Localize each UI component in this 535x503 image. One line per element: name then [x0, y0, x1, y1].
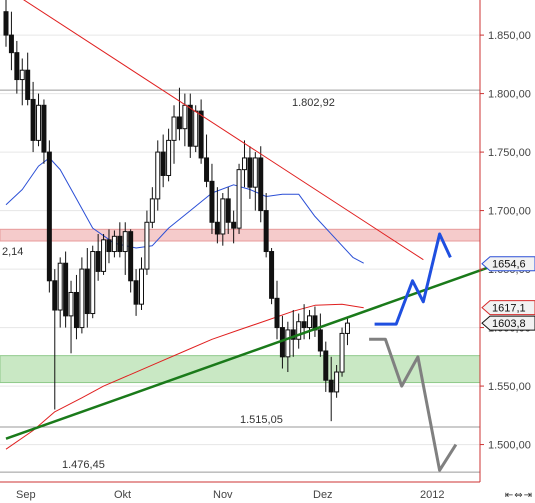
- candle-body: [106, 239, 112, 253]
- y-tick-label: 1.700,00: [488, 206, 531, 218]
- y-tick-label: 1.750,00: [488, 147, 531, 159]
- price-tag-box: [481, 315, 535, 331]
- candle-body: [25, 69, 31, 100]
- candle-body: [269, 251, 275, 299]
- candle-body: [187, 104, 193, 147]
- candle-body: [73, 291, 79, 329]
- resistance-zone: [0, 228, 481, 242]
- candle-body: [193, 110, 199, 147]
- candle-body: [252, 157, 258, 188]
- candle-body: [236, 169, 242, 229]
- support-zone: [0, 355, 481, 384]
- candle-body: [339, 332, 345, 373]
- level-label-bottom: 1.476,45: [62, 459, 105, 471]
- moving-average-red: [5, 303, 364, 450]
- price-tag-box: [481, 300, 535, 316]
- x-tick-label: 2012: [420, 489, 444, 501]
- candle-body: [220, 198, 226, 235]
- price-tag-label: 1603,8: [492, 318, 526, 330]
- candle-body: [63, 262, 69, 317]
- candle-body: [166, 139, 172, 176]
- candle-body: [144, 221, 150, 270]
- candle-body: [133, 280, 139, 305]
- candle-body: [111, 235, 117, 253]
- level-label-top: 1.802,92: [292, 97, 335, 109]
- y-tick-label: 1.850,00: [488, 30, 531, 42]
- scenario-bearish: [369, 337, 458, 472]
- candle-body: [307, 315, 313, 329]
- candle-body: [46, 151, 52, 282]
- candle-body: [285, 329, 291, 358]
- candle-body: [3, 11, 9, 36]
- candle-body: [214, 221, 220, 235]
- scenario-bullish: [374, 232, 452, 326]
- y-tick-label: 1.500,00: [488, 440, 531, 452]
- candle-body: [68, 291, 74, 317]
- candles-group: [3, 0, 350, 422]
- candle-body: [41, 104, 47, 153]
- candle-body: [84, 268, 90, 315]
- candle-body: [171, 116, 177, 141]
- candle-body: [19, 69, 25, 81]
- candle-body: [8, 34, 14, 54]
- trendline-downtrend: [23, 0, 424, 261]
- y-tick-label: 1.800,00: [488, 89, 531, 101]
- level-label-mid: 1.515,05: [240, 414, 283, 426]
- resistance-zone-label: 2,14: [2, 246, 23, 258]
- candle-body: [263, 210, 269, 253]
- candle-body: [14, 52, 20, 81]
- x-tick-label: Dez: [313, 489, 333, 501]
- candle-body: [209, 180, 215, 223]
- candle-body: [301, 321, 307, 329]
- candle-body: [90, 251, 96, 315]
- x-tick-label: Nov: [213, 489, 233, 501]
- candle-body: [101, 239, 107, 272]
- candle-body: [95, 251, 101, 272]
- candle-body: [155, 151, 161, 200]
- candle-body: [36, 104, 42, 141]
- candle-body: [296, 321, 302, 340]
- candle-body: [52, 280, 58, 311]
- x-tick-label: Okt: [114, 489, 131, 501]
- candle-body: [198, 110, 204, 159]
- candle-body: [290, 329, 296, 340]
- candle-body: [30, 98, 36, 141]
- candle-body: [344, 322, 350, 334]
- candle-body: [176, 116, 182, 130]
- candle-body: [225, 198, 231, 223]
- candle-body: [258, 157, 264, 212]
- price-tag-label: 1617,1: [492, 303, 526, 315]
- x-tick-label: Sep: [16, 489, 36, 501]
- candle-body: [79, 268, 85, 329]
- candle-body: [160, 151, 166, 176]
- price-tag-box: [481, 256, 535, 272]
- candle-body: [204, 157, 210, 182]
- candle-body: [231, 221, 237, 229]
- candle-body: [328, 379, 334, 393]
- candle-body: [149, 198, 155, 223]
- candle-body: [122, 231, 128, 253]
- candle-body: [57, 262, 63, 311]
- candle-body: [139, 268, 144, 305]
- candle-body: [334, 371, 340, 393]
- candle-body: [241, 157, 247, 171]
- candle-body: [323, 350, 329, 381]
- candle-body: [182, 104, 188, 130]
- candle-body: [317, 329, 323, 352]
- candle-body: [117, 235, 123, 253]
- price-tag: 1654,6: [481, 256, 535, 272]
- scroll-controls[interactable]: ⇤⇔⇥: [504, 490, 533, 501]
- price-tag: 1603,8: [481, 315, 535, 331]
- candle-body: [128, 231, 134, 282]
- moving-average-blue: [5, 157, 364, 264]
- candle-body: [247, 157, 253, 188]
- y-tick-label: 1.550,00: [488, 381, 531, 393]
- price-tag: 1617,1: [481, 300, 535, 316]
- price-tag-label: 1654,6: [492, 259, 526, 271]
- trendline-uptrend: [5, 264, 495, 440]
- candle-body: [274, 297, 280, 329]
